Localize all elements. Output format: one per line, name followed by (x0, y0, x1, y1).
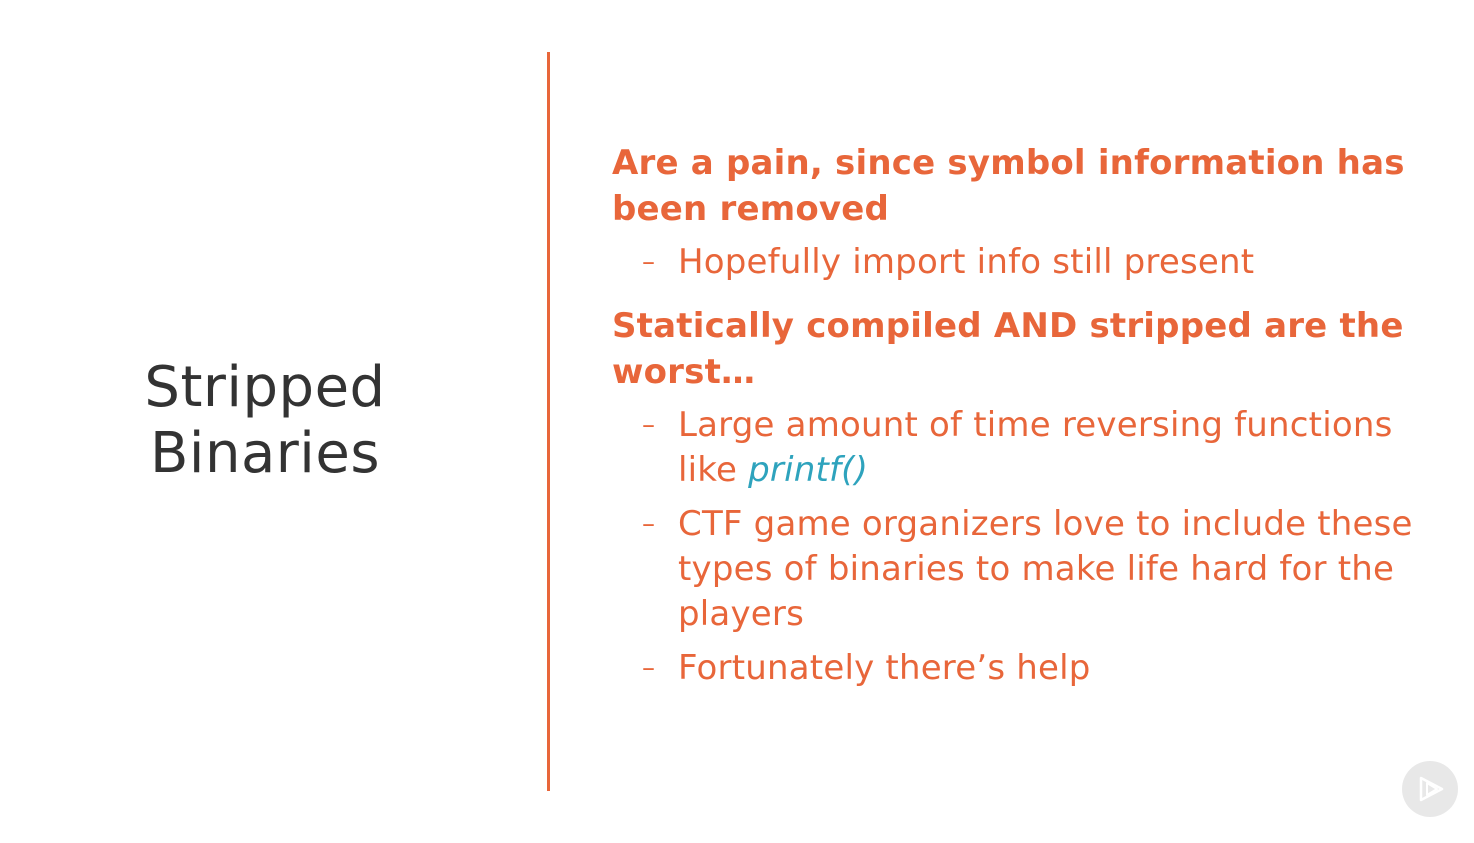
code-function-name: printf() (748, 450, 869, 490)
bullet-heading-2: Statically compiled AND stripped are the… (612, 306, 1404, 392)
dash-marker: – (642, 410, 656, 440)
sub-bullet-text: Fortunately there’s help (678, 648, 1091, 688)
bullet-group-2: Statically compiled AND stripped are the… (612, 303, 1442, 691)
sub-bullet-text: CTF game organizers love to include thes… (678, 504, 1413, 634)
vertical-divider (547, 52, 550, 791)
sub-bullet-item: – Large amount of time reversing functio… (612, 403, 1442, 493)
sub-bullet-item: – Hopefully import info still present (612, 240, 1442, 285)
dash-marker: – (642, 247, 656, 277)
dash-marker: – (642, 653, 656, 683)
slide-title-line-2: Binaries (150, 421, 380, 486)
sub-bullet-item: – Fortunately there’s help (612, 646, 1442, 691)
dash-marker: – (642, 509, 656, 539)
sub-bullet-list-2: – Large amount of time reversing functio… (612, 403, 1442, 691)
sub-bullet-text: Hopefully import info still present (678, 242, 1255, 282)
bullet-heading-1: Are a pain, since symbol information has… (612, 143, 1405, 229)
play-logo-icon (1402, 761, 1458, 817)
sub-bullet-item: – CTF game organizers love to include th… (612, 502, 1442, 637)
bullet-content: Are a pain, since symbol information has… (612, 140, 1442, 709)
sub-bullet-list-1: – Hopefully import info still present (612, 240, 1442, 285)
sub-bullet-text: Large amount of time reversing functions… (678, 405, 1393, 490)
slide-title-line-1: Stripped (144, 355, 386, 420)
bullet-group-1: Are a pain, since symbol information has… (612, 140, 1442, 285)
slide-title: Stripped Binaries (60, 355, 470, 487)
